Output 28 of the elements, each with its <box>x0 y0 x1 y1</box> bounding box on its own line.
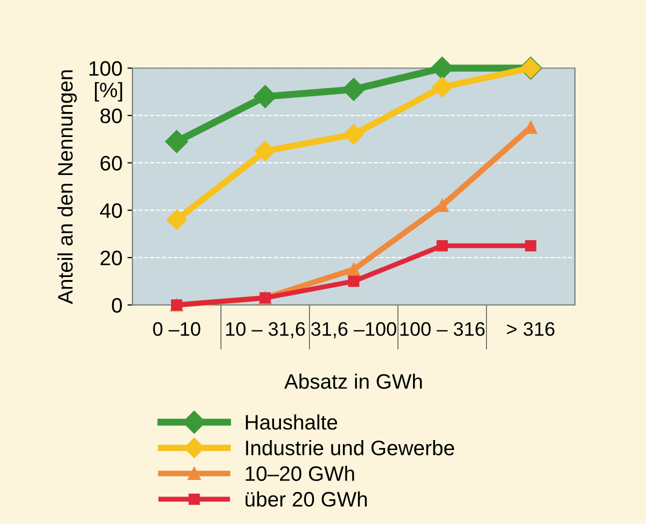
point <box>254 140 276 162</box>
y-axis-title: Anteil an den Nennungen <box>57 70 77 304</box>
point <box>432 76 452 98</box>
point <box>342 78 366 101</box>
y-tick-label: 80 <box>100 108 122 124</box>
point <box>166 209 187 230</box>
legend-label: über 20 GWh <box>246 491 367 507</box>
legend-label: Industrie und Gewerbe <box>246 440 454 456</box>
y-tick-label: 100 <box>90 61 122 76</box>
y-tick-label: 20 <box>100 250 122 266</box>
point <box>343 124 364 145</box>
point <box>436 240 448 252</box>
x-tick-label: 31,6 –100 <box>311 322 396 338</box>
point <box>347 262 360 276</box>
y-tick-label: 60 <box>100 156 122 171</box>
x-tick-label: > 316 <box>507 322 554 336</box>
y-tick-label: 40 <box>100 203 122 218</box>
point <box>165 130 188 154</box>
point <box>348 276 360 287</box>
x-axis-title: Absatz in GWh <box>284 374 422 389</box>
legend-label: 10–20 GWh <box>246 466 354 482</box>
legend-label: Haushalte <box>246 414 338 430</box>
x-tick-label: 100 – 316 <box>400 322 485 336</box>
x-tick-label: 0 –10 <box>153 322 200 336</box>
point <box>525 240 536 252</box>
text: [%] <box>94 82 122 102</box>
x-tick-label: 10 – 31,6 <box>226 322 305 338</box>
y-tick-label: 0 <box>112 298 122 313</box>
